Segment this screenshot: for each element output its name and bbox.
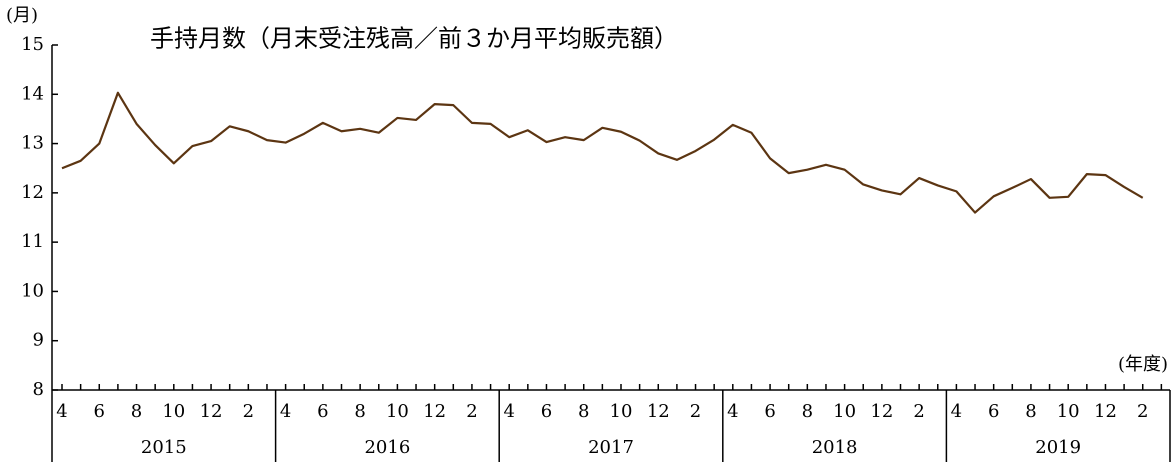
x-axis-label: (年度) — [1118, 354, 1168, 375]
x-tick-label: 4 — [280, 401, 291, 422]
y-tick-label: 13 — [21, 133, 44, 154]
y-tick-label: 8 — [33, 379, 44, 400]
x-tick-label: 4 — [727, 401, 738, 422]
x-tick-label: 8 — [1025, 401, 1036, 422]
y-tick-label: 12 — [21, 182, 44, 203]
x-tick-label: 8 — [802, 401, 813, 422]
year-label: 2019 — [1035, 437, 1081, 458]
x-tick-label: 2 — [466, 401, 477, 422]
x-tick-label: 4 — [951, 401, 962, 422]
x-tick-label: 12 — [1094, 401, 1117, 422]
x-tick-label: 4 — [503, 401, 514, 422]
x-tick-label: 2 — [243, 401, 254, 422]
x-tick-label: 12 — [423, 401, 446, 422]
chart-title: 手持月数（月末受注残高／前３か月平均販売額） — [150, 25, 678, 53]
x-tick-label: 10 — [833, 401, 856, 422]
x-tick-label: 6 — [94, 401, 105, 422]
x-tick-label: 6 — [317, 401, 328, 422]
x-tick-label: 2 — [1137, 401, 1148, 422]
x-tick-label: 2 — [690, 401, 701, 422]
year-label: 2017 — [588, 437, 634, 458]
x-tick-label: 10 — [610, 401, 633, 422]
year-label: 2015 — [141, 437, 187, 458]
year-label: 2018 — [812, 437, 858, 458]
x-tick-label: 6 — [988, 401, 999, 422]
x-tick-label: 10 — [162, 401, 185, 422]
x-tick-label: 12 — [870, 401, 893, 422]
x-tick-label: 6 — [764, 401, 775, 422]
x-tick-label: 10 — [1057, 401, 1080, 422]
x-tick-label: 12 — [647, 401, 670, 422]
x-tick-label: 4 — [56, 401, 67, 422]
x-tick-label: 8 — [131, 401, 142, 422]
y-tick-label: 14 — [21, 83, 44, 104]
x-tick-label: 10 — [386, 401, 409, 422]
y-tick-label: 10 — [21, 280, 44, 301]
y-tick-label: 11 — [21, 231, 44, 252]
x-tick-label: 8 — [578, 401, 589, 422]
x-tick-label: 12 — [200, 401, 223, 422]
x-tick-label: 8 — [354, 401, 365, 422]
y-tick-label: 15 — [21, 34, 44, 55]
year-label: 2016 — [364, 437, 410, 458]
y-tick-label: 9 — [33, 330, 44, 351]
x-tick-label: 6 — [541, 401, 552, 422]
y-axis-label: (月) — [6, 5, 38, 26]
data-line — [61, 91, 1144, 214]
x-tick-label: 2 — [913, 401, 924, 422]
